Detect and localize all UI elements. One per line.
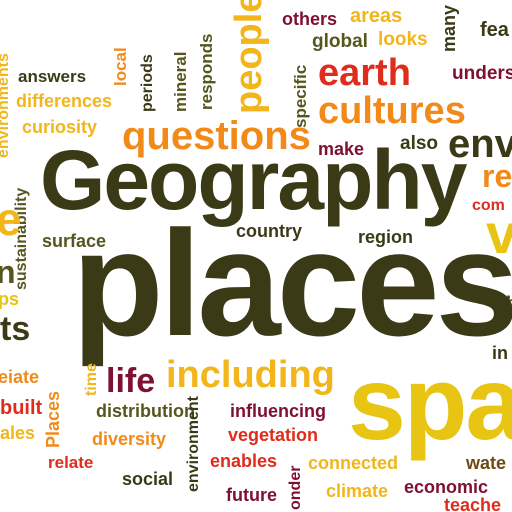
word-periods: periods [139,54,156,112]
word-economic: economic [404,477,489,497]
word-built: built [0,397,43,419]
word-connected: connected [308,453,399,473]
word-in: in [492,343,508,363]
word-eiate: eiate [0,367,40,387]
word-spa: spa [348,346,512,462]
word-e: e [0,193,22,245]
word-people: people [228,0,270,114]
word-earth: earth [318,52,411,94]
word-responds: responds [197,33,216,110]
word-also: also [400,133,439,154]
word-local: local [111,47,130,86]
word-influencing: influencing [230,401,326,421]
word-including: including [166,354,335,396]
word-env: env [448,122,512,166]
word-curiosity: curiosity [22,117,98,137]
word-n: n [0,254,16,290]
word-answers: answers [18,67,87,86]
word-life: life [106,362,156,400]
word-ales: ales [0,423,36,443]
word-climate: climate [326,481,389,501]
word-places-small: Places [43,390,63,448]
word-surface: surface [42,231,107,251]
word-under: unders [452,63,512,84]
word-future: future [226,485,277,505]
word-cultures: cultures [318,90,466,132]
word-relate: relate [48,453,94,472]
word-diversity: diversity [92,429,167,449]
word-ps: ps [0,289,20,309]
word-country: country [236,221,303,241]
word-differences: differences [16,91,113,111]
word-others: others [282,9,338,29]
word-mineral: mineral [171,51,190,112]
word-environment: environment [185,395,202,492]
word-feat: fea [480,19,509,41]
word-many: many [439,4,459,52]
word-social: social [122,469,174,489]
word-environments: environments [0,53,12,158]
word-places: places [72,199,512,367]
word-areas: areas [350,5,403,27]
word-specific: specific [291,64,310,128]
word-ch: ch [496,293,512,313]
word-v: v [486,202,512,265]
word-time: time [83,363,100,396]
word-looks: looks [378,29,428,50]
word-teacher: teache [444,495,502,512]
word-re: re [482,158,512,194]
word-onder: onder [287,465,304,510]
word-com: com [472,197,505,214]
word-questions: questions [122,114,311,158]
word-geography: Geography [40,133,467,227]
word-region: region [358,227,414,247]
word-global: global [312,31,368,52]
word-water: wate [466,453,507,473]
word-ts: ts [0,310,31,348]
word-distribution: distribution [96,401,195,421]
word-make: make [318,139,365,159]
word-vegetation: vegetation [228,425,319,445]
word-enables: enables [210,451,278,471]
